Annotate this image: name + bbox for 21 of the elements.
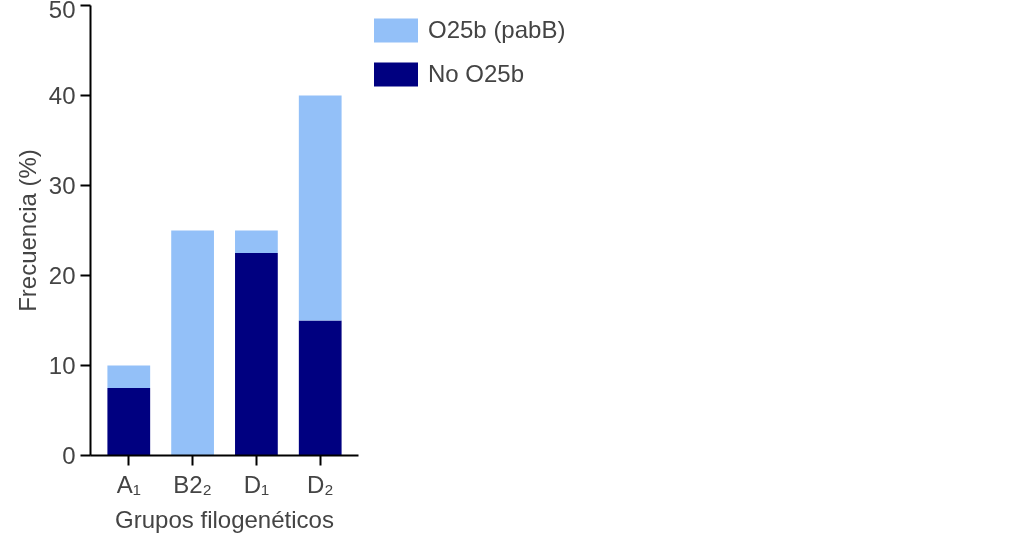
bar (235, 230, 278, 253)
bar (107, 388, 151, 456)
bar (107, 365, 151, 388)
x-axis-title: Grupos filogenéticos (115, 505, 334, 533)
bar (171, 230, 214, 456)
bar (298, 95, 342, 321)
y-tick-label: 20 (48, 262, 76, 289)
legend-label: O25b (pabB) (428, 15, 566, 45)
bar (298, 320, 342, 456)
y-tick-label: 40 (48, 82, 76, 109)
y-axis-title: Frecuencia (%) (13, 149, 41, 312)
y-tick-label: 30 (48, 172, 76, 199)
x-tick-label: D₁ (243, 470, 270, 498)
y-tick-label: 10 (48, 352, 76, 379)
x-tick-label: B2₂ (173, 470, 212, 498)
x-tick-label: A₁ (116, 470, 141, 498)
y-tick-label: 50 (48, 0, 76, 23)
y-tick-label: 0 (62, 442, 76, 469)
legend-label: No O25b (428, 59, 525, 89)
bar (235, 253, 278, 456)
x-tick-label: D₂ (306, 470, 334, 498)
